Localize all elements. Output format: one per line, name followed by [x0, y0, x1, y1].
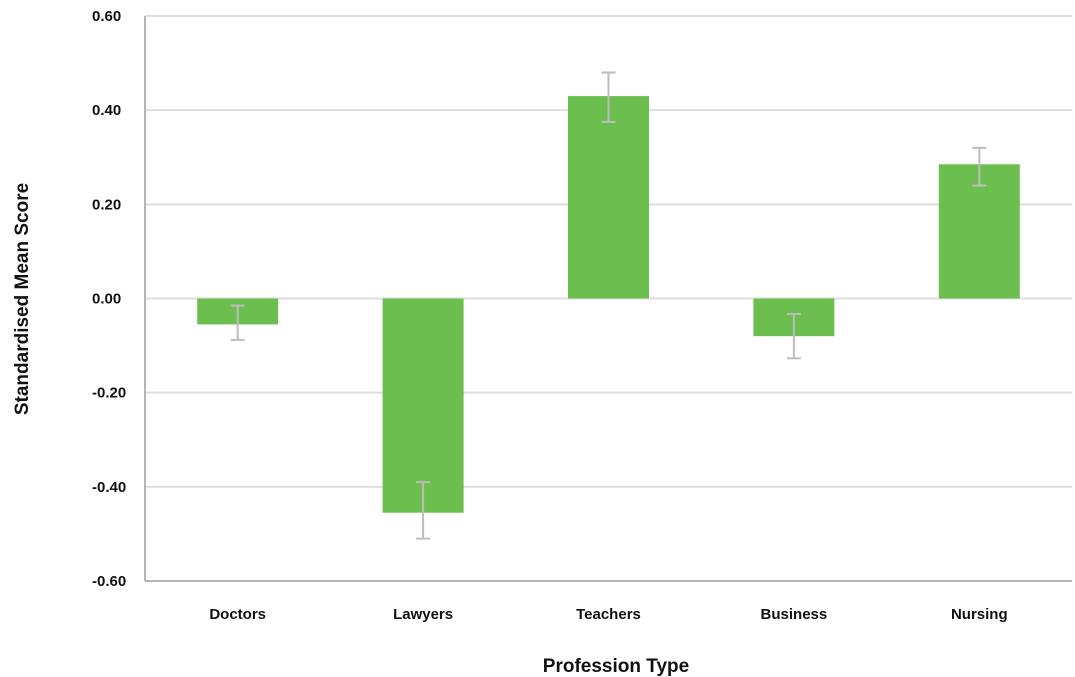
x-axis-title: Profession Type — [543, 656, 689, 677]
y-axis-title: Standardised Mean Score — [12, 183, 33, 415]
bars — [197, 96, 1020, 513]
x-tick-label: Lawyers — [393, 606, 453, 623]
y-tick-labels: 0.60 0.40 0.20 0.00 -0.20 -0.40 -0.60 — [92, 8, 126, 590]
bar-nursing — [938, 164, 1020, 299]
x-tick-labels: Doctors Lawyers Teachers Business Nursing — [209, 606, 1007, 623]
x-tick-label: Business — [761, 606, 828, 623]
y-tick-label: -0.20 — [92, 385, 126, 402]
bar-lawyers — [382, 298, 464, 513]
bar-teachers — [568, 96, 649, 299]
error-bars — [230, 71, 987, 540]
y-tick-label: -0.40 — [92, 479, 126, 496]
y-tick-label: 0.60 — [92, 8, 121, 25]
y-tick-label: 0.40 — [92, 102, 121, 119]
x-tick-label: Teachers — [576, 606, 641, 623]
y-tick-label: 0.00 — [92, 291, 121, 308]
x-tick-label: Nursing — [951, 606, 1008, 623]
x-tick-label: Doctors — [209, 606, 266, 623]
y-tick-label: 0.20 — [92, 196, 121, 213]
y-tick-label: -0.60 — [92, 573, 126, 590]
